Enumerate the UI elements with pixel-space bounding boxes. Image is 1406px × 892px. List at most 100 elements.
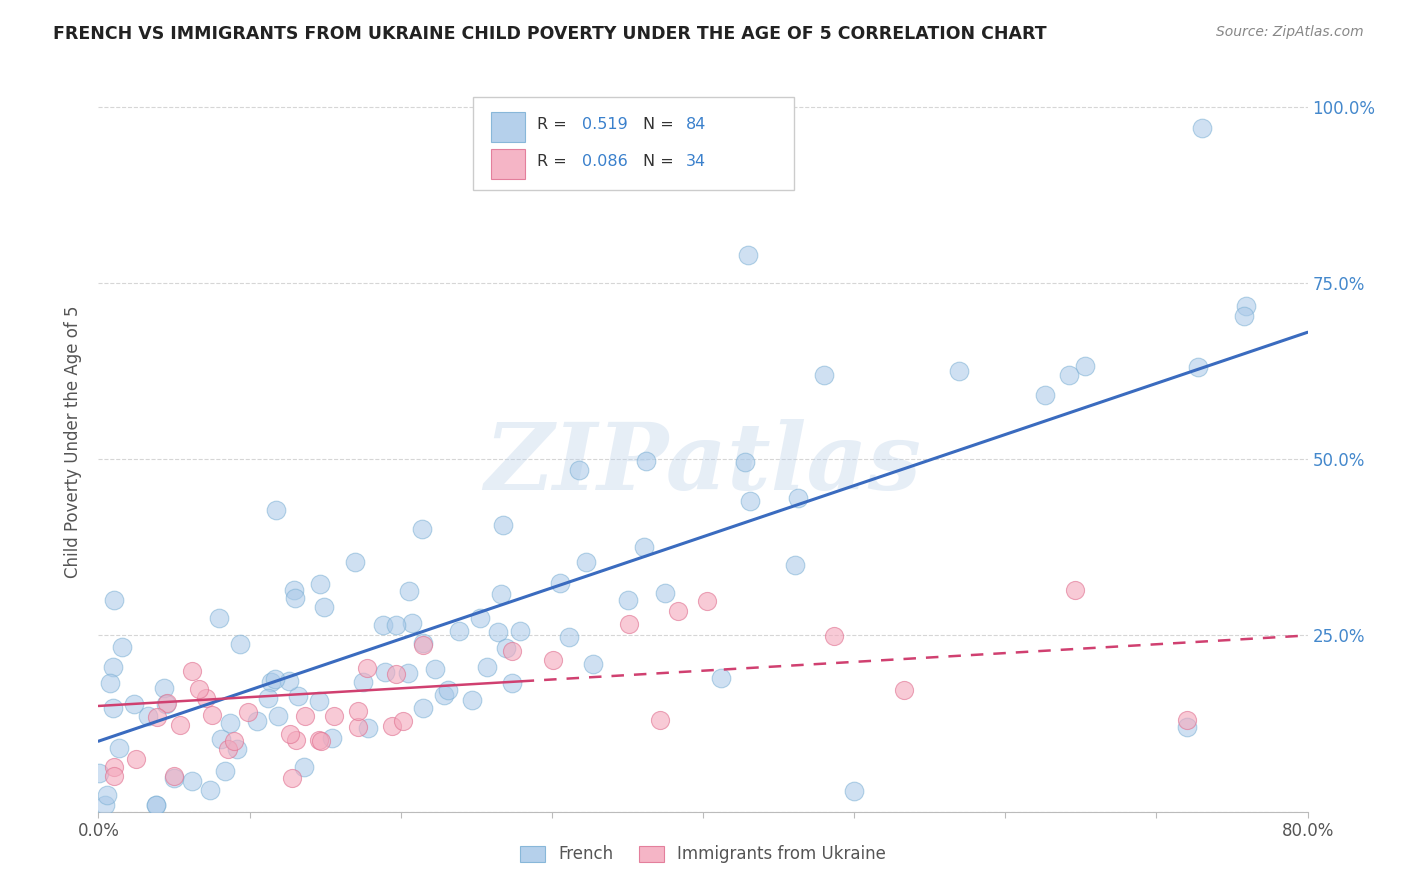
Point xyxy=(633,540,655,554)
Text: R =: R = xyxy=(537,154,572,169)
Point xyxy=(263,673,285,687)
Point xyxy=(103,760,125,774)
Point xyxy=(181,664,204,678)
Point xyxy=(582,657,605,671)
Point xyxy=(501,675,523,690)
Point xyxy=(392,714,415,728)
Point xyxy=(101,700,124,714)
Point xyxy=(813,368,835,382)
Point xyxy=(541,653,564,667)
Point xyxy=(145,710,167,724)
Point xyxy=(257,691,280,706)
Point xyxy=(169,717,191,731)
Point xyxy=(575,555,598,569)
Point xyxy=(619,617,641,632)
Point xyxy=(308,732,330,747)
Point xyxy=(162,771,184,785)
Point xyxy=(374,665,396,679)
Point xyxy=(844,783,866,797)
Point xyxy=(155,696,177,710)
Point xyxy=(495,640,517,655)
Point xyxy=(1234,299,1257,313)
Point xyxy=(108,741,131,756)
Point xyxy=(346,720,368,734)
Point xyxy=(401,615,423,630)
Point xyxy=(284,732,307,747)
Point xyxy=(294,709,316,723)
Point xyxy=(136,709,159,723)
Point xyxy=(103,659,125,673)
Text: FRENCH VS IMMIGRANTS FROM UKRAINE CHILD POVERTY UNDER THE AGE OF 5 CORRELATION C: FRENCH VS IMMIGRANTS FROM UKRAINE CHILD … xyxy=(53,25,1047,43)
Point xyxy=(1033,388,1056,402)
Text: N =: N = xyxy=(643,117,679,132)
Point xyxy=(352,675,374,690)
Point xyxy=(1175,720,1198,734)
Point xyxy=(371,618,394,632)
Bar xyxy=(492,112,526,142)
Point xyxy=(356,721,378,735)
Bar xyxy=(492,149,526,178)
Point xyxy=(384,618,406,632)
Point xyxy=(1057,368,1080,383)
Text: Source: ZipAtlas.com: Source: ZipAtlas.com xyxy=(1216,25,1364,39)
Point xyxy=(1175,713,1198,727)
Point xyxy=(411,522,433,536)
Point xyxy=(218,741,240,756)
Point xyxy=(648,713,671,727)
Point xyxy=(284,591,307,605)
Point xyxy=(283,582,305,597)
Point xyxy=(259,675,281,690)
Point xyxy=(398,584,420,599)
Point xyxy=(103,769,125,783)
Text: 34: 34 xyxy=(686,154,706,169)
Point xyxy=(145,797,167,812)
Point xyxy=(436,683,458,698)
Point xyxy=(486,625,509,640)
Point xyxy=(948,364,970,378)
Point xyxy=(425,661,447,675)
Text: 0.086: 0.086 xyxy=(582,154,628,169)
Point xyxy=(785,558,807,573)
Point xyxy=(668,604,690,618)
Point xyxy=(201,707,224,722)
Point xyxy=(654,586,676,600)
Point xyxy=(278,727,301,741)
Point xyxy=(93,797,115,812)
Point xyxy=(412,638,434,652)
Point xyxy=(385,667,408,681)
Y-axis label: Child Poverty Under the Age of 5: Child Poverty Under the Age of 5 xyxy=(65,305,83,578)
Point xyxy=(207,610,229,624)
Point xyxy=(229,637,252,651)
Point xyxy=(218,716,240,731)
Point xyxy=(617,592,640,607)
Point xyxy=(356,661,378,675)
Point xyxy=(214,764,236,778)
Point xyxy=(267,708,290,723)
Point xyxy=(209,731,232,746)
Point xyxy=(198,782,221,797)
Point xyxy=(264,502,287,516)
Point xyxy=(477,659,499,673)
Point xyxy=(1074,359,1097,373)
Point xyxy=(287,689,309,703)
Point xyxy=(89,766,111,780)
Text: N =: N = xyxy=(643,154,679,169)
Point xyxy=(122,697,145,711)
Point xyxy=(187,682,209,697)
Point xyxy=(412,635,434,649)
FancyBboxPatch shape xyxy=(474,97,793,190)
Point xyxy=(292,760,315,774)
Point xyxy=(893,682,915,697)
Point xyxy=(468,611,491,625)
Point xyxy=(346,704,368,718)
Point xyxy=(740,494,762,508)
Point xyxy=(309,734,332,748)
Point xyxy=(323,709,346,723)
Point xyxy=(381,719,404,733)
Point xyxy=(501,644,523,658)
Point xyxy=(111,640,134,655)
Point xyxy=(634,454,657,468)
Point xyxy=(245,714,267,728)
Point xyxy=(195,690,218,705)
Point xyxy=(180,774,202,789)
